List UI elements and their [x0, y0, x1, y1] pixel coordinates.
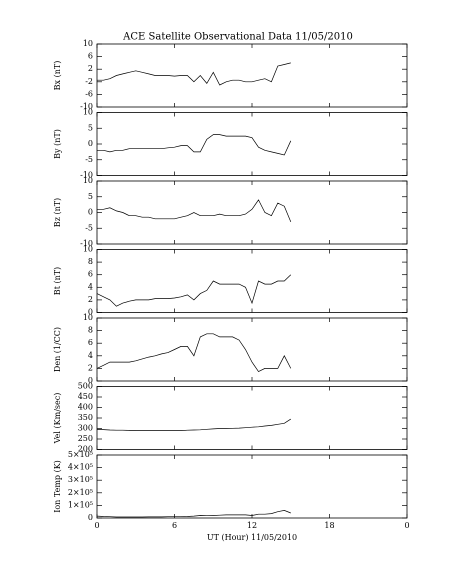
data-line	[96, 510, 291, 518]
data-line	[97, 134, 292, 156]
y-tick-label: 4	[88, 282, 93, 291]
y-tick-label: 300	[78, 424, 93, 433]
y-tick-label: 0	[88, 308, 93, 317]
y-tick-label: 0	[88, 513, 93, 522]
y-tick-label: 400	[78, 403, 93, 412]
y-tick-label: 500	[78, 382, 93, 391]
y-tick-label: -6	[85, 89, 93, 98]
y-tick-label: 10	[83, 39, 93, 48]
y-tick-label: 4	[88, 351, 93, 360]
y-tick-label: -10	[80, 102, 93, 111]
panel-frame	[96, 317, 408, 382]
y-tick-label: 250	[78, 434, 93, 443]
y-tick-label: 1×10⁵	[68, 500, 93, 509]
x-tick-label: 6	[172, 521, 177, 530]
y-tick-label: 2	[88, 295, 93, 304]
y-axis-label: Bx (nT)	[53, 61, 62, 91]
data-line	[97, 199, 292, 223]
x-tick-label: 18	[324, 521, 334, 530]
y-axis-label: By (nT)	[53, 129, 62, 159]
x-tick-label: 12	[247, 521, 257, 530]
y-tick-label: 450	[78, 392, 93, 401]
x-tick-label: 0	[404, 521, 409, 530]
data-line	[97, 418, 291, 431]
panel-frame	[96, 386, 408, 450]
y-tick-label: -10	[80, 171, 93, 180]
y-axis-label: Bt (nT)	[53, 267, 62, 295]
y-tick-label: 6	[88, 270, 93, 279]
y-tick-label: 3×10⁵	[68, 475, 93, 484]
y-tick-label: 2	[88, 363, 93, 372]
data-line	[96, 274, 292, 307]
y-axis-label: Ion Temp (K)	[53, 460, 62, 513]
y-axis-label: Den (1/CC)	[53, 327, 62, 372]
y-tick-label: 6	[88, 338, 93, 347]
y-axis-label: Vel (Km/sec)	[53, 393, 62, 445]
y-tick-label: 8	[88, 257, 93, 266]
y-tick-label: 0	[88, 208, 93, 217]
y-tick-label: 10	[83, 176, 93, 185]
data-line	[97, 62, 291, 86]
y-tick-label: -10	[80, 239, 93, 248]
y-tick-label: 0	[88, 139, 93, 148]
y-axis-label: Bz (nT)	[53, 198, 62, 227]
y-tick-label: 2×10⁵	[68, 488, 93, 497]
y-tick-label: 5×10⁵	[68, 450, 93, 459]
chart-title: ACE Satellite Observational Data 11/05/2…	[122, 32, 353, 43]
panel-frame	[96, 180, 408, 245]
y-tick-label: 5	[88, 192, 93, 201]
y-tick-label: -5	[85, 223, 93, 232]
y-tick-label: 10	[83, 245, 93, 254]
y-tick-label: 350	[78, 413, 93, 422]
y-tick-label: 4×10⁵	[68, 463, 93, 472]
x-axis-label: UT (Hour) 11/05/2010	[207, 533, 297, 542]
data-line	[96, 333, 292, 373]
y-tick-label: -5	[85, 155, 93, 164]
panel-frame	[96, 454, 408, 519]
panel-frame	[96, 43, 408, 108]
y-tick-label: 8	[88, 326, 93, 335]
y-tick-label: 5	[88, 123, 93, 132]
panel-frame	[96, 112, 408, 176]
y-tick-label: 10	[83, 313, 93, 322]
y-tick-label: 200	[78, 445, 93, 454]
x-tick-label: 0	[94, 521, 99, 530]
y-tick-label: 0	[88, 376, 93, 385]
y-tick-label: 10	[83, 108, 93, 117]
y-tick-label: 2	[88, 64, 93, 73]
y-tick-label: 6	[88, 52, 93, 61]
y-tick-label: -2	[85, 77, 93, 86]
